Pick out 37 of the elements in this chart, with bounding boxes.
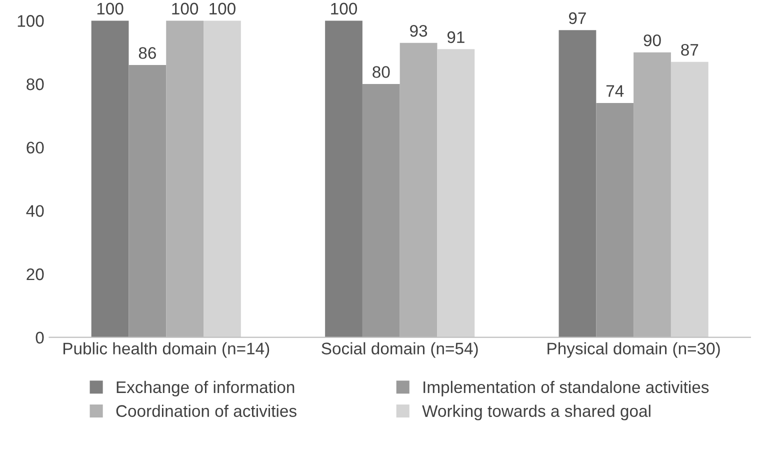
bar — [558, 30, 596, 338]
y-tick-label: 100 — [18, 15, 44, 27]
bar — [325, 20, 362, 338]
x-tick-label: Physical domain (n=30) — [548, 342, 720, 358]
data-label: 93 — [410, 24, 428, 37]
data-label: 97 — [568, 12, 586, 24]
data-label: 86 — [138, 47, 156, 59]
data-label: 100 — [210, 2, 236, 15]
data-label: 74 — [606, 85, 624, 97]
data-label: 100 — [97, 2, 124, 15]
y-tick-label: 40 — [26, 205, 44, 217]
data-label: 100 — [331, 2, 358, 15]
y-tick-label: 0 — [36, 332, 44, 344]
bar — [91, 20, 129, 338]
legend-label: Coordination of activities — [116, 404, 296, 417]
bar — [362, 84, 400, 338]
data-label: 80 — [372, 66, 390, 78]
x-tick-label: Public health domain (n=14) — [64, 342, 270, 358]
bar — [634, 52, 671, 338]
data-label: 100 — [172, 2, 198, 15]
x-tick-label: Social domain (n=54) — [322, 342, 478, 358]
y-tick-label: 80 — [26, 78, 44, 90]
y-tick-label: 60 — [26, 142, 44, 154]
legend-label: Implementation of standalone activities — [424, 380, 709, 396]
bar — [670, 62, 708, 338]
bar — [204, 20, 241, 338]
bar — [400, 42, 438, 338]
data-label: 90 — [644, 34, 661, 46]
bar — [128, 64, 166, 338]
data-label: 91 — [447, 31, 464, 44]
legend-label: Exchange of information — [116, 380, 294, 396]
legend-label: Working towards a shared goal — [422, 404, 650, 420]
bar — [596, 103, 634, 338]
bar — [437, 49, 475, 338]
data-label: 87 — [681, 44, 698, 56]
bar — [166, 20, 204, 338]
y-tick-label: 20 — [26, 268, 44, 280]
